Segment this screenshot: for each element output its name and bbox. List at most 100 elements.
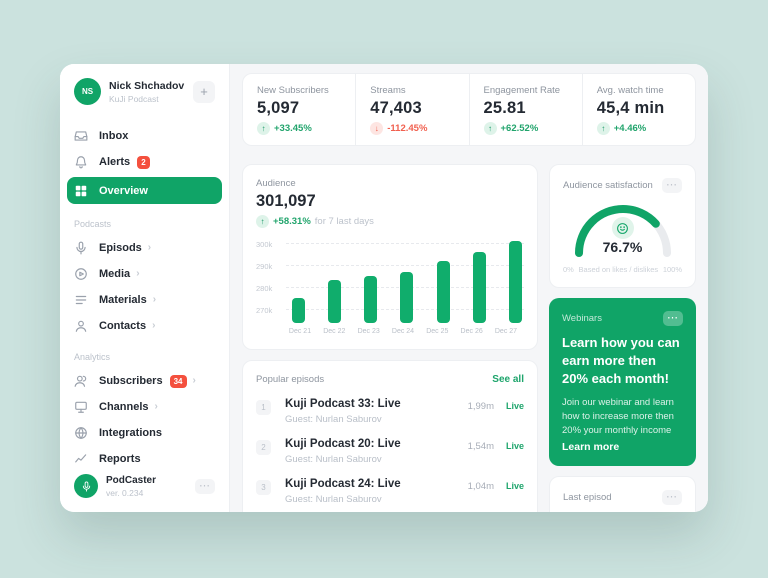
inbox-icon [74, 129, 88, 143]
live-badge: Live [505, 481, 524, 491]
section-title-podcasts: Podcasts [74, 219, 112, 229]
arrow-up-icon: ↑ [257, 122, 270, 135]
episode-row[interactable]: 1 Kuji Podcast 33: Live Guest: Nurlan Sabu… [256, 389, 524, 429]
episode-views: 1,99m [467, 401, 494, 412]
chart-x-tick: Dec 27 [494, 328, 518, 335]
bar-dec-22[interactable] [328, 280, 342, 323]
grid-icon [74, 184, 88, 198]
sidebar-item-materials[interactable]: Materials › [74, 287, 215, 313]
sidebar-item-label: Integrations [99, 427, 162, 439]
content-grid: Audience 301,097 ↑ +58.31% for 7 last da… [242, 164, 696, 512]
sidebar-item-alerts[interactable]: Alerts 2 [74, 149, 215, 175]
episode-views: 1,54m [467, 441, 494, 452]
learn-more-link[interactable]: Learn more [562, 441, 620, 453]
menu-sections: Podcasts Episods › Media › Materials › Contacts… [74, 219, 215, 472]
last-episode-menu-button[interactable]: ⋯ [662, 490, 682, 505]
stat-value: 45,4 min [596, 99, 665, 117]
stat-change-chip: ↑ +4.46% [596, 122, 646, 135]
bar-dec-26[interactable] [472, 251, 486, 323]
microphone-logo-icon [74, 474, 98, 498]
episode-title: Kuji Podcast 33: Live [285, 398, 401, 410]
arrow-up-icon: ↑ [256, 215, 269, 228]
popular-episodes-card: Popular episods See all 1 Kuji Podcast 33… [242, 360, 538, 512]
stat-change-chip: ↑ +62.52% [483, 122, 538, 135]
stat-value: 25.81 [483, 99, 526, 117]
profile-meta: Nick Shchadov KuJi Podcast [109, 80, 193, 104]
add-button[interactable]: + [193, 80, 215, 103]
episodes-title: Popular episods [256, 374, 325, 385]
live-badge: Live [505, 401, 524, 411]
stat-change: +33.45% [274, 123, 312, 134]
sidebar-item-inbox[interactable]: Inbox [74, 123, 215, 149]
sidebar-item-media[interactable]: Media › [74, 261, 215, 287]
bar-dec-21[interactable] [292, 298, 305, 323]
satisfaction-gauge: 76.7% [571, 199, 675, 257]
bell-icon [74, 155, 88, 169]
audience-change: +58.31% [273, 216, 311, 227]
see-all-link[interactable]: See all [492, 374, 524, 385]
smiley-icon [611, 217, 634, 239]
episode-views: 1,04m [467, 481, 494, 492]
chevron-right-icon: › [147, 242, 152, 253]
webinar-menu-button[interactable]: ⋯ [663, 311, 683, 326]
bar-dec-24[interactable] [400, 271, 414, 323]
episode-title: Kuji Podcast 24: Live [285, 478, 401, 490]
sidebar-item-label: Subscribers [99, 375, 163, 387]
stat-streams: Streams 47,403 ↓ -112.45% [355, 74, 468, 145]
microphone-icon [74, 241, 88, 255]
satisfaction-value: 76.7% [602, 239, 643, 255]
users-icon [74, 374, 88, 388]
episode-list: 1 Kuji Podcast 33: Live Guest: Nurlan Sabu… [256, 389, 524, 509]
satisfaction-title: Audience satisfaction [563, 180, 653, 191]
app-meta: PodCaster ver. 0.234 [106, 475, 195, 498]
stat-value: 5,097 [257, 99, 300, 117]
bar-dec-25[interactable] [436, 260, 450, 323]
webinar-header: Webinars ⋯ [562, 311, 683, 326]
sidebar-item-integrations[interactable]: Integrations [74, 420, 215, 446]
footer-menu-button[interactable]: ⋯ [195, 478, 215, 494]
episode-row[interactable]: 2 Kuji Podcast 20: Live Guest: Nurlan Sabu… [256, 429, 524, 469]
sidebar-item-episods[interactable]: Episods › [74, 235, 215, 261]
stat-value: 47,403 [370, 99, 422, 117]
sidebar-item-contacts[interactable]: Contacts › [74, 313, 215, 339]
bar-dec-27[interactable] [508, 240, 522, 323]
chevron-right-icon: › [136, 268, 140, 279]
bar-chart-plot: 300k 290k 280k 270k [256, 239, 524, 323]
episode-rank: 1 [256, 400, 271, 415]
sidebar-footer: PodCaster ver. 0.234 ⋯ [74, 474, 215, 498]
profile-subtitle: KuJi Podcast [109, 93, 159, 104]
sidebar-item-subscribers[interactable]: Subscribers 34 › [74, 368, 215, 394]
last-episode-card: Last episod ⋯ [549, 476, 696, 512]
chart-y-tick: 300k [256, 240, 273, 249]
chart-y-tick: 280k [256, 284, 273, 293]
webinar-title: Learn how you can earn more then 20% eac… [562, 335, 680, 387]
notification-badge: 34 [169, 374, 187, 388]
gauge-min: 0% [563, 265, 574, 274]
satisfaction-card: Audience satisfaction ⋯ [549, 164, 696, 288]
episode-guest: Guest: Nurlan Saburov [285, 494, 382, 505]
gauge-scale: 0% Based on likes / dislikes 100% [563, 265, 682, 274]
webinar-label: Webinars [562, 313, 602, 324]
avatar[interactable]: NS [74, 78, 101, 105]
stat-change: -112.45% [387, 123, 428, 134]
audience-change-suffix: for 7 last days [314, 216, 374, 227]
episode-guest: Guest: Nurlan Saburov [285, 414, 382, 425]
sidebar-item-reports[interactable]: Reports [74, 446, 215, 472]
stat-label: New Subscribers [257, 85, 329, 96]
sidebar-item-overview[interactable]: Overview [67, 177, 222, 204]
bar-dec-23[interactable] [364, 276, 378, 323]
episode-title: Kuji Podcast 20: Live [285, 438, 401, 450]
stat-engagement-rate: Engagement Rate 25.81 ↑ +62.52% [468, 74, 582, 145]
arrow-down-icon: ↓ [370, 122, 384, 135]
sidebar-item-label: Inbox [99, 130, 129, 142]
sidebar-item-label: Alerts [99, 156, 131, 168]
audience-card: Audience 301,097 ↑ +58.31% for 7 last da… [242, 164, 538, 350]
main-menu: Inbox Alerts 2 Overview [67, 123, 222, 206]
episode-row[interactable]: 3 Kuji Podcast 24: Live Guest: Nurlan Sabu… [256, 469, 524, 509]
chevron-right-icon: › [152, 294, 157, 305]
webinar-card: Webinars ⋯ Learn how you can earn more t… [549, 298, 696, 466]
episode-info: Kuji Podcast 24: Live Guest: Nurlan Sabur… [285, 478, 468, 505]
satisfaction-menu-button[interactable]: ⋯ [662, 178, 682, 193]
sidebar-item-channels[interactable]: Channels › [74, 394, 215, 420]
sidebar-item-label: Materials [99, 294, 147, 306]
